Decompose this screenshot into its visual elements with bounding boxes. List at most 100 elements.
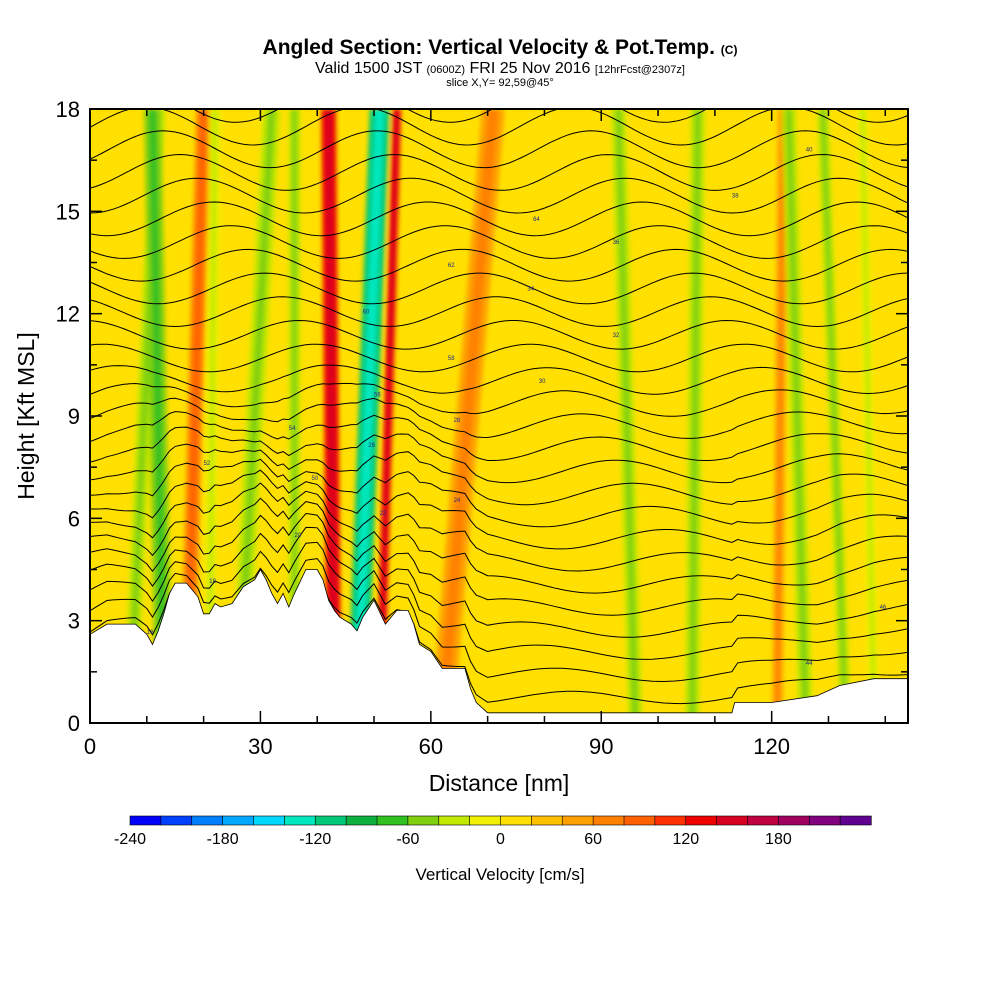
y-axis-label: Height [Kft MSL] [13, 332, 39, 499]
isentrope-line [90, 397, 908, 439]
colorbar-swatch [592, 815, 625, 826]
velocity-band-core [820, 109, 849, 723]
velocity-band-core [206, 109, 218, 723]
colorbar-swatch [129, 815, 162, 826]
isentrope-line [90, 541, 908, 660]
y-tick-label: 12 [56, 302, 80, 327]
isentrope-line [90, 272, 908, 305]
terrain [90, 569, 908, 723]
colorbar-swatch [376, 815, 409, 826]
isentrope-line [90, 319, 908, 350]
velocity-bands [122, 109, 880, 723]
colorbar-tick-label: -180 [207, 831, 239, 848]
isentrope-label: 20 [295, 533, 302, 539]
isentrope-line [90, 426, 908, 484]
colorbar-swatch [438, 815, 471, 826]
isentrope-line [90, 497, 908, 594]
colorbar-tick-label: 180 [765, 831, 792, 848]
chart-title: Angled Section: Vertical Velocity & Pot.… [262, 36, 738, 59]
y-tick-label: 18 [56, 97, 80, 122]
colorbar-swatch [654, 815, 687, 826]
y-tick-label: 9 [68, 404, 80, 429]
colorbar-tick-label: 0 [496, 831, 505, 848]
x-axis-label: Distance [nm] [429, 770, 570, 796]
isentrope-line [90, 153, 908, 191]
x-tick-label: 0 [84, 734, 96, 759]
colorbar-swatch [808, 815, 841, 826]
colorbar-swatch [407, 815, 440, 826]
isentrope-label: 58 [448, 356, 455, 362]
isentrope-line [90, 177, 908, 214]
isentrope-line [90, 364, 908, 395]
isentrope-line [90, 512, 908, 616]
isentrope-label: 52 [204, 461, 211, 467]
velocity-band-core [233, 109, 276, 723]
isentrope-line [192, 109, 908, 123]
colorbar-swatch [500, 815, 532, 826]
colorbar-swatch [623, 815, 656, 826]
isentrope-label: 54 [289, 426, 296, 432]
isentrope-label: 26 [368, 443, 375, 449]
isentrope-line [90, 526, 908, 638]
velocity-band-core [775, 109, 786, 723]
colorbar-swatch [284, 815, 316, 826]
velocity-band-core [437, 109, 499, 723]
colorbar-tick-label: -120 [299, 831, 331, 848]
isentrope-label: 62 [448, 263, 455, 269]
x-tick-label: 90 [589, 734, 613, 759]
isentrope-line [90, 482, 908, 572]
isentrope-label: 60 [363, 310, 370, 316]
isentrope-line [90, 558, 908, 683]
velocity-band-core [860, 109, 877, 723]
isentrope-label: 38 [732, 194, 739, 200]
colorbar-swatch [160, 815, 193, 826]
colorbar-tick-label: 60 [584, 831, 602, 848]
isentrope-label: 30 [539, 379, 546, 385]
colorbar-swatch [314, 815, 347, 826]
colorbar-swatch [253, 815, 285, 826]
isentrope-contours: 16 18 20 22 24 26 28 30 32 34 36 38 40 44 46 50 52 54 56 58… [90, 109, 908, 705]
x-tick-label: 120 [753, 734, 790, 759]
x-tick-label: 30 [248, 734, 272, 759]
velocity-band-core [785, 109, 809, 723]
colorbar-swatch [469, 815, 502, 826]
colorbar-swatch [222, 815, 255, 826]
colorbar-swatch [716, 815, 749, 826]
slice-info: slice X,Y= 92,59@45° [446, 77, 554, 89]
y-tick-label: 3 [68, 609, 80, 634]
isentrope-line [90, 225, 908, 259]
isentrope-label: 18 [209, 579, 216, 585]
colorbar-swatch [561, 815, 594, 826]
colorbar-tick-label: -240 [114, 831, 146, 848]
isentrope-label: 22 [380, 511, 387, 517]
colorbar-swatch [191, 815, 224, 826]
isentrope-line [90, 201, 908, 237]
colorbar-swatch [345, 815, 378, 826]
colorbar: -240 -180 -120 -60 0 60 120 180 [114, 815, 872, 848]
y-tick-label: 15 [56, 199, 80, 224]
isentrope-label: 50 [312, 476, 319, 482]
isentrope-label: 34 [527, 286, 534, 292]
colorbar-swatch [839, 815, 872, 826]
isentrope-label: 64 [533, 217, 540, 223]
velocity-band-core [615, 109, 639, 723]
isentrope-label: 16 [147, 630, 154, 636]
colorbar-swatch [778, 815, 810, 826]
isentrope-line [90, 458, 908, 528]
colorbar-swatch [531, 815, 563, 826]
velocity-band-core [325, 109, 338, 723]
isentrope-label: 36 [613, 240, 620, 246]
isentrope-label: 46 [880, 605, 887, 611]
isentrope-line [90, 443, 908, 506]
colorbar-title: Vertical Velocity [cm/s] [415, 865, 584, 884]
chart-subtitle: Valid 1500 JST (0600Z) FRI 25 Nov 2016 [… [315, 60, 685, 77]
colorbar-tick-label: -60 [396, 831, 419, 848]
isentrope-line [90, 248, 908, 282]
isentrope-line [90, 130, 908, 169]
plot-area: 16 18 20 22 24 26 28 30 32 34 36 38 40 44 46 50 52 54 56 58… [90, 109, 908, 723]
colorbar-tick-label: 120 [672, 831, 699, 848]
isentrope-line [90, 343, 908, 373]
x-tick-label: 60 [419, 734, 443, 759]
